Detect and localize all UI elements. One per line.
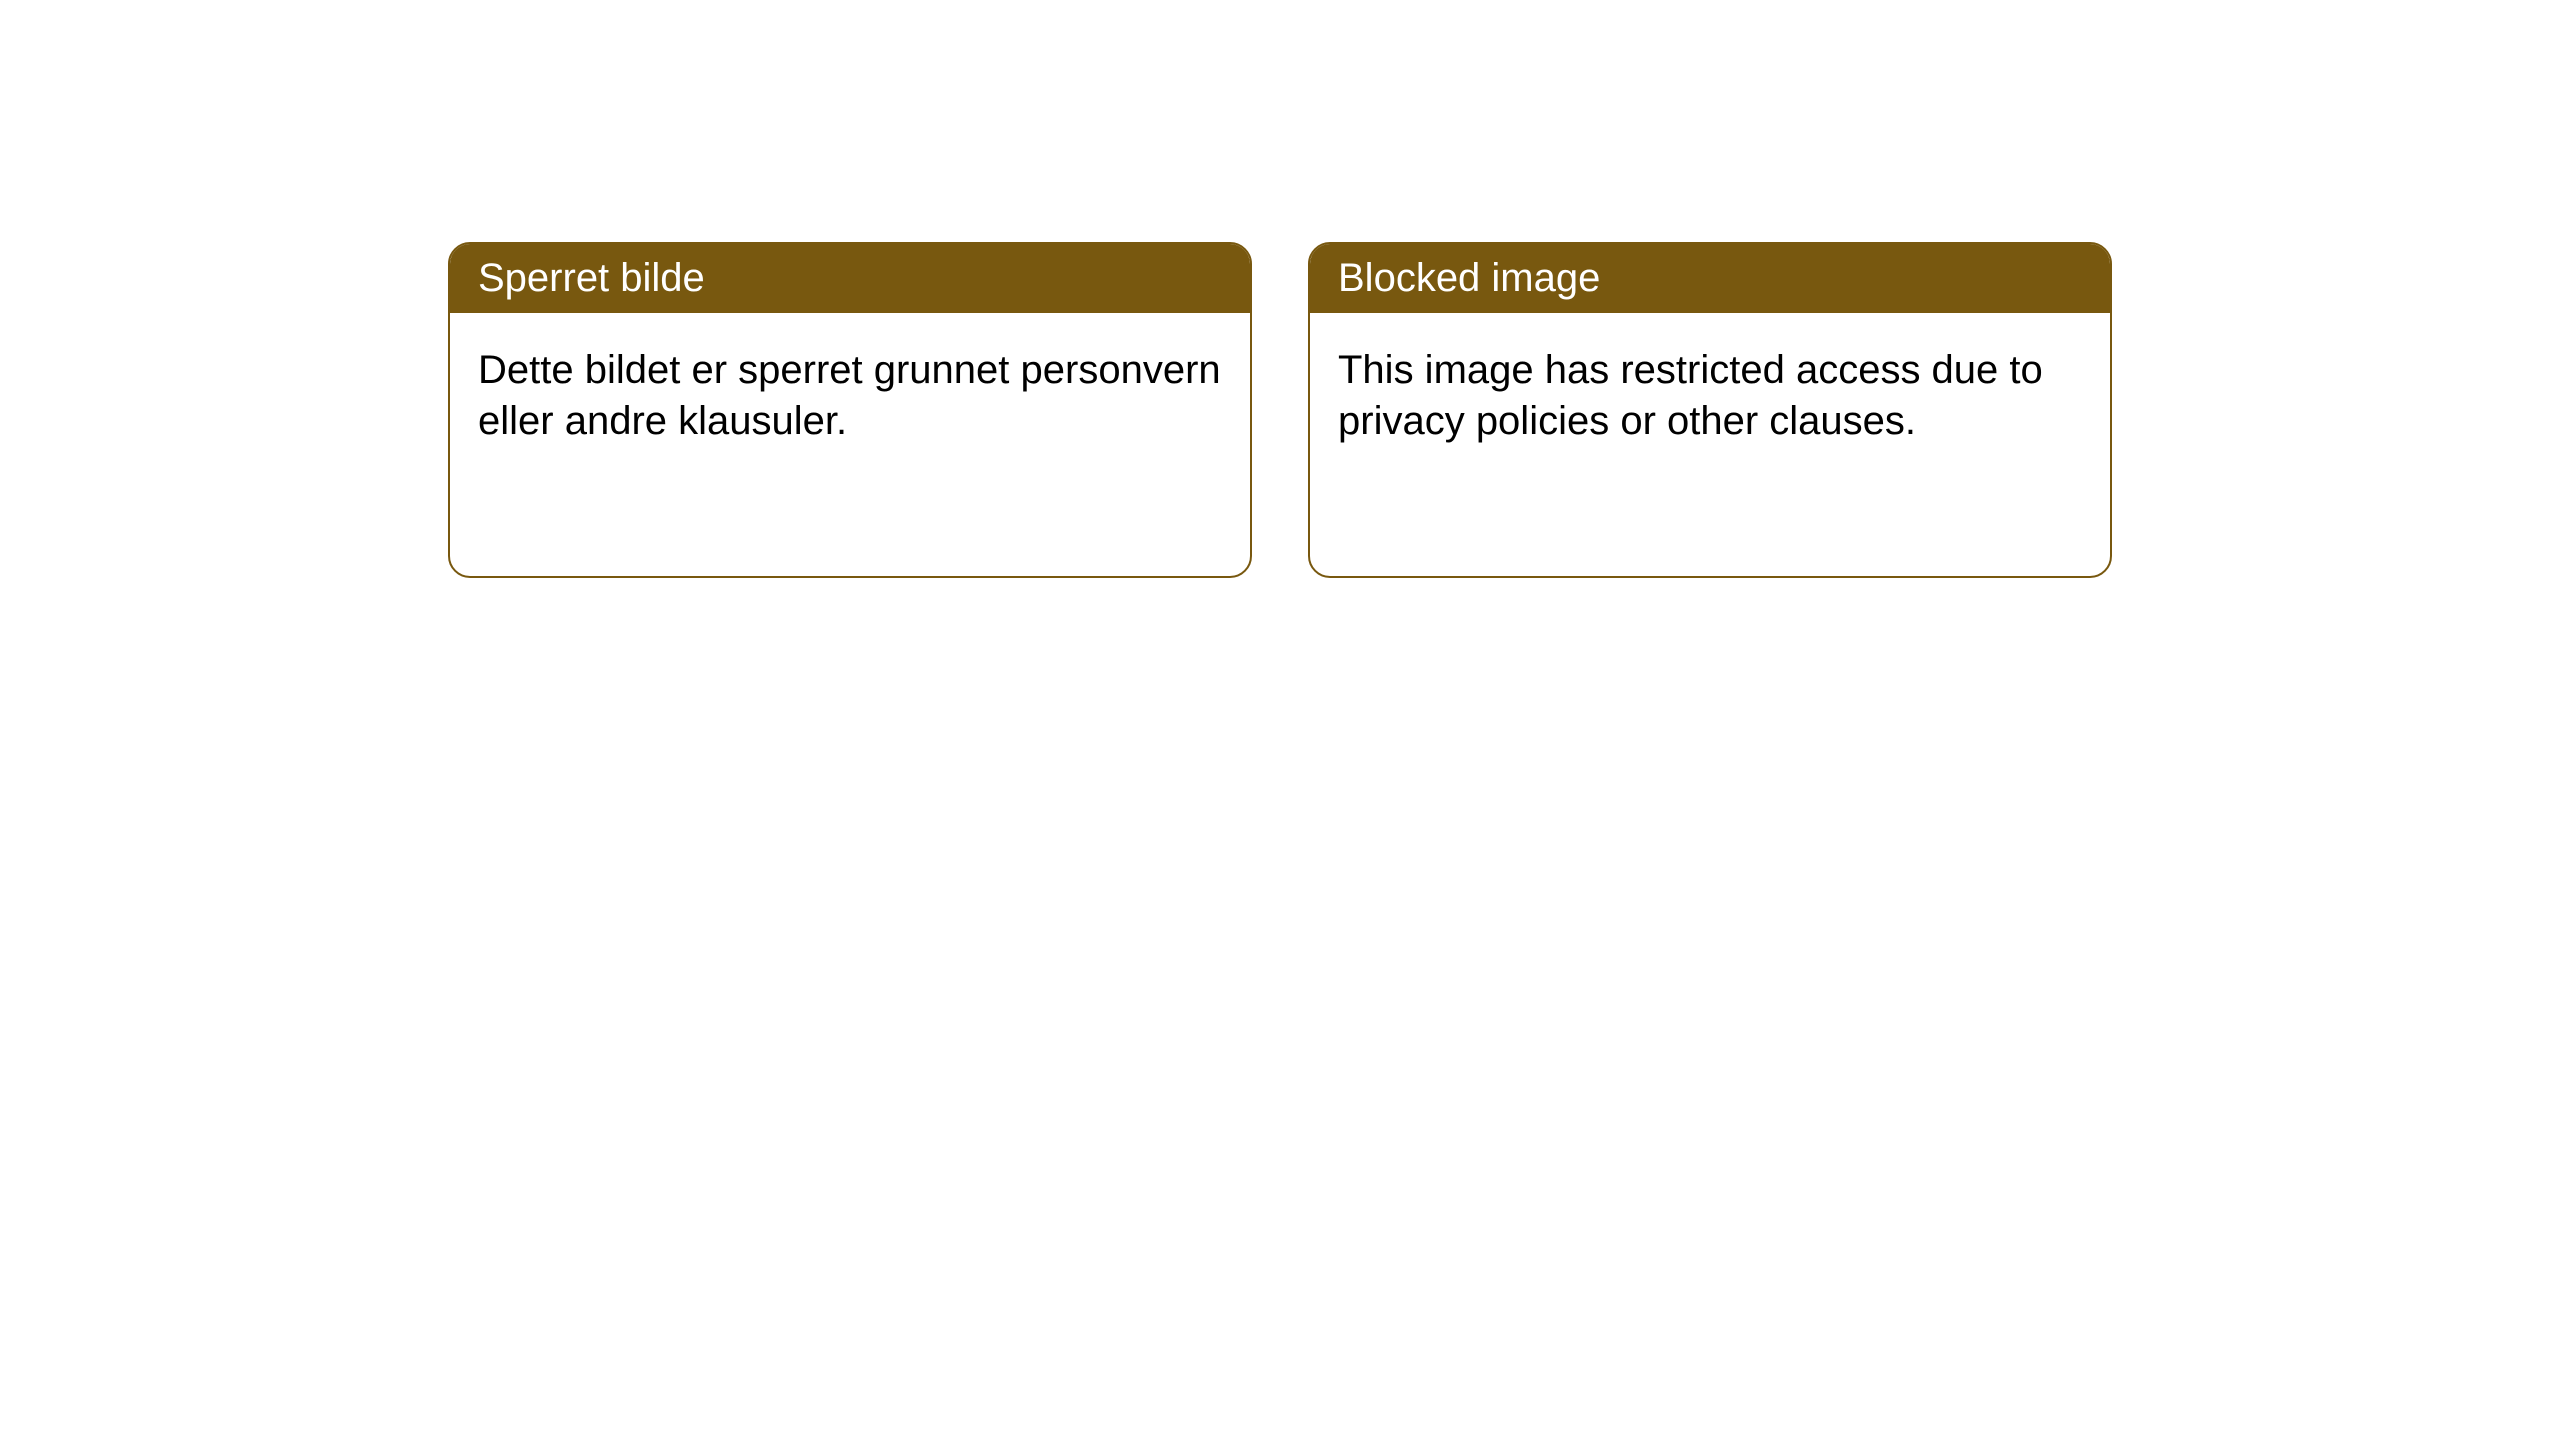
notice-card-english: Blocked image This image has restricted … <box>1308 242 2112 578</box>
notice-body: This image has restricted access due to … <box>1310 313 2110 479</box>
notice-card-norwegian: Sperret bilde Dette bildet er sperret gr… <box>448 242 1252 578</box>
notice-cards-container: Sperret bilde Dette bildet er sperret gr… <box>448 242 2112 578</box>
notice-header: Sperret bilde <box>450 244 1250 313</box>
notice-body: Dette bildet er sperret grunnet personve… <box>450 313 1250 479</box>
notice-header: Blocked image <box>1310 244 2110 313</box>
